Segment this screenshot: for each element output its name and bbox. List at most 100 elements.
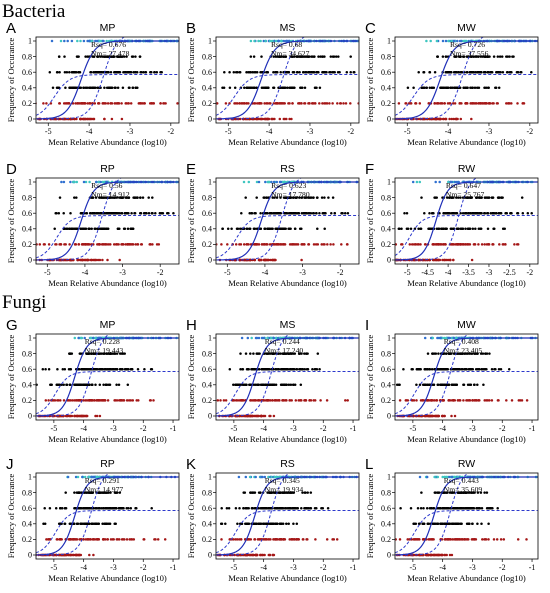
- data-point: [326, 243, 329, 246]
- data-point: [338, 70, 341, 74]
- data-point: [435, 227, 439, 231]
- ci-lower-curve: [216, 37, 305, 120]
- data-point: [457, 352, 461, 355]
- data-point: [132, 538, 136, 541]
- x-tick-label: -2: [167, 127, 174, 136]
- data-point: [140, 70, 143, 74]
- data-point: [36, 383, 38, 387]
- data-point: [72, 522, 76, 526]
- data-point: [254, 70, 257, 74]
- data-point: [156, 538, 160, 541]
- data-point: [53, 227, 56, 231]
- rsq-label: Rsq= 0.623: [271, 181, 306, 190]
- data-point: [56, 383, 59, 387]
- data-point: [164, 102, 167, 105]
- data-point: [131, 86, 135, 90]
- data-point: [93, 86, 96, 90]
- panel-title: MW: [457, 319, 476, 331]
- data-point: [105, 522, 109, 526]
- plot-frame: [35, 333, 180, 421]
- data-point: [75, 399, 79, 402]
- data-point: [467, 243, 470, 246]
- data-point: [483, 243, 486, 246]
- data-point: [86, 258, 89, 262]
- data-point: [473, 383, 476, 387]
- data-point: [420, 196, 423, 199]
- data-point: [224, 399, 228, 402]
- y-axis-label: Frequency of Occurance: [6, 335, 16, 420]
- data-point: [538, 181, 541, 184]
- data-point: [97, 367, 101, 371]
- x-tick-label: -3: [486, 268, 493, 277]
- nm-label: Nm= 27,478: [91, 49, 130, 58]
- data-point: [264, 39, 267, 43]
- data-point: [263, 227, 267, 231]
- data-point: [479, 227, 482, 231]
- data-point: [87, 399, 90, 402]
- data-point: [277, 39, 281, 43]
- data-layer: [216, 334, 359, 418]
- data-point: [329, 55, 333, 58]
- data-point: [470, 258, 474, 262]
- data-point: [340, 243, 343, 246]
- data-point: [449, 227, 453, 231]
- data-point: [78, 352, 82, 355]
- data-point: [279, 39, 283, 43]
- data-point: [268, 243, 272, 246]
- data-point: [238, 227, 242, 231]
- data-point: [98, 506, 101, 510]
- data-point: [266, 117, 269, 121]
- x-tick-label: -5: [51, 424, 58, 433]
- data-point: [292, 70, 295, 74]
- data-point: [94, 196, 98, 199]
- data-point: [453, 180, 457, 184]
- data-point: [478, 367, 481, 371]
- data-point: [461, 227, 465, 231]
- data-point: [134, 506, 137, 510]
- data-point: [253, 399, 256, 402]
- x-tick-label: -1: [170, 563, 177, 572]
- data-point: [464, 86, 467, 90]
- plot-frame: [394, 177, 539, 265]
- data-point: [69, 180, 72, 184]
- data-point: [249, 39, 253, 43]
- data-point: [439, 336, 442, 340]
- data-point: [79, 39, 82, 43]
- data-point: [81, 475, 84, 479]
- data-point: [265, 352, 268, 355]
- data-point: [298, 70, 301, 74]
- data-point: [542, 337, 545, 340]
- x-tick-label: -4: [445, 268, 452, 277]
- data-point: [82, 399, 85, 402]
- data-point: [322, 211, 325, 215]
- data-point: [418, 102, 422, 105]
- data-point: [136, 243, 139, 246]
- x-tick-label: -3: [469, 424, 476, 433]
- data-point: [542, 40, 545, 43]
- data-point: [238, 258, 242, 262]
- data-point: [478, 196, 482, 199]
- data-point: [101, 227, 104, 231]
- data-point: [473, 102, 476, 105]
- data-point: [83, 414, 86, 418]
- data-point: [274, 39, 278, 43]
- data-point: [279, 70, 282, 74]
- data-point: [120, 538, 124, 541]
- data-point: [264, 180, 267, 184]
- data-point: [290, 117, 293, 121]
- data-point: [74, 102, 77, 105]
- data-point: [433, 399, 436, 402]
- data-point: [279, 180, 283, 184]
- data-point: [248, 227, 252, 231]
- data-point: [404, 102, 408, 105]
- data-point: [283, 383, 286, 387]
- rsq-label: Rsq= 0.408: [444, 337, 479, 346]
- data-point: [293, 352, 297, 355]
- data-point: [496, 55, 500, 58]
- data-point: [313, 86, 317, 90]
- data-point: [406, 86, 410, 90]
- data-point: [483, 211, 486, 215]
- data-point: [66, 475, 70, 479]
- data-point: [58, 102, 61, 105]
